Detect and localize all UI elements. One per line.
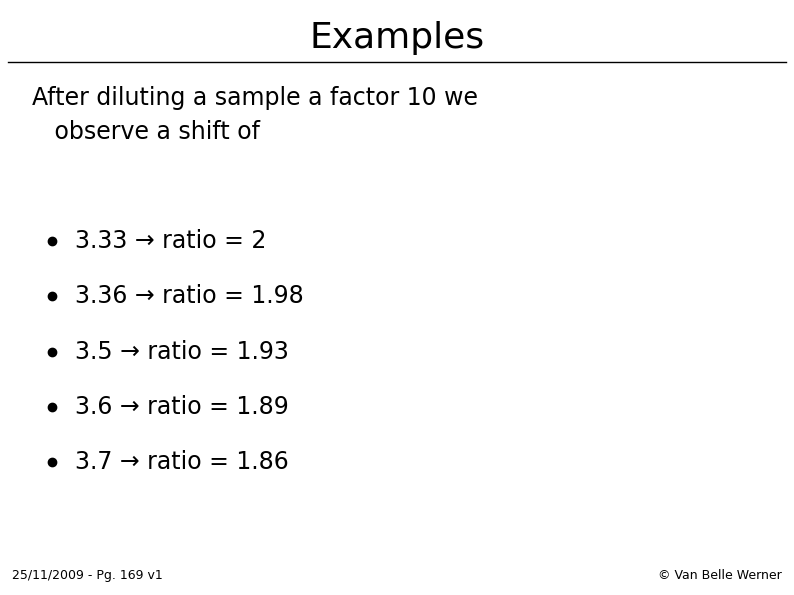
Text: 3.33 → ratio = 2: 3.33 → ratio = 2 xyxy=(75,229,267,253)
Text: 3.7 → ratio = 1.86: 3.7 → ratio = 1.86 xyxy=(75,450,289,474)
Text: Examples: Examples xyxy=(310,21,484,55)
Text: 3.36 → ratio = 1.98: 3.36 → ratio = 1.98 xyxy=(75,284,304,308)
Text: 3.6 → ratio = 1.89: 3.6 → ratio = 1.89 xyxy=(75,395,289,419)
Text: 3.5 → ratio = 1.93: 3.5 → ratio = 1.93 xyxy=(75,340,289,364)
Text: After diluting a sample a factor 10 we
   observe a shift of: After diluting a sample a factor 10 we o… xyxy=(32,86,478,144)
Text: 25/11/2009 - Pg. 169 v1: 25/11/2009 - Pg. 169 v1 xyxy=(12,569,163,582)
Text: © Van Belle Werner: © Van Belle Werner xyxy=(658,569,782,582)
